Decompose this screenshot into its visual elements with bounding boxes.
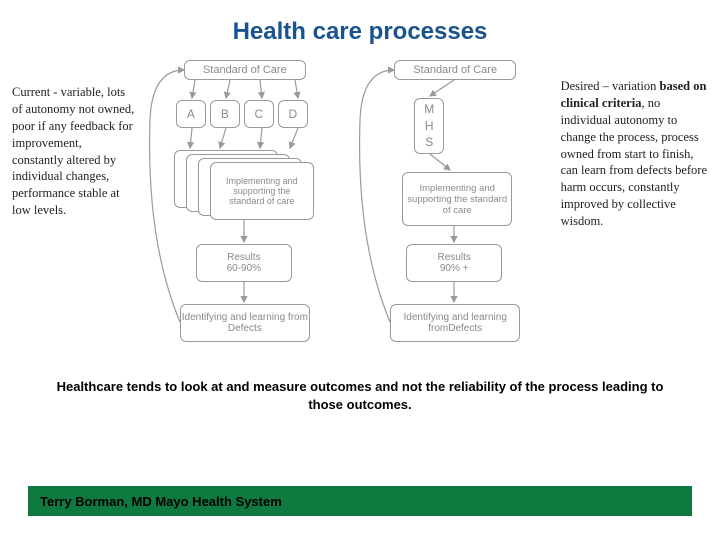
impl-card-4: Implementing and supporting the standard… — [210, 162, 314, 220]
right-description: Desired – variation based on clinical cr… — [561, 60, 708, 230]
results-label-r: Results — [438, 252, 471, 263]
box-d: D — [278, 100, 308, 128]
right-p2: , no individual autonomy to change the p… — [561, 96, 707, 228]
right-p1: Desired – variation — [561, 79, 660, 93]
results-label: Results — [227, 252, 260, 263]
results-value: 60-90% — [227, 263, 261, 274]
bottom-note: Healthcare tends to look at and measure … — [0, 360, 720, 413]
attribution-text: Terry Borman, MD Mayo Health System — [40, 494, 282, 509]
box-c: C — [244, 100, 274, 128]
diagram-current: Standard of Care A B C D In an In an Im … — [140, 60, 346, 360]
box-defects-right: Identifying and learning fromDefects — [390, 304, 520, 342]
abcd-row: A B C D — [176, 100, 308, 128]
impl-card-single: Implementing and supporting the standard… — [402, 172, 512, 226]
box-results-left: Results 60-90% — [196, 244, 292, 282]
page-title: Health care processes — [0, 0, 720, 46]
box-a: A — [176, 100, 206, 128]
box-results-right: Results 90% + — [406, 244, 502, 282]
main-row: Current - variable, lots of autonomy not… — [0, 46, 720, 360]
box-b: B — [210, 100, 240, 128]
box-defects-left: Identifying and learning from Defects — [180, 304, 310, 342]
mhs-m: M — [424, 101, 434, 118]
impl-stack: In an In an Im Implementing and supporti… — [174, 150, 310, 220]
box-mhs: M H S — [414, 98, 444, 154]
results-value-r: 90% + — [440, 263, 469, 274]
box-standard-of-care: Standard of Care — [184, 60, 306, 80]
box-standard-of-care-r: Standard of Care — [394, 60, 516, 80]
mhs-h: H — [425, 118, 434, 135]
mhs-s: S — [425, 134, 433, 151]
attribution-bar: Terry Borman, MD Mayo Health System — [28, 486, 692, 516]
left-description: Current - variable, lots of autonomy not… — [12, 60, 136, 219]
diagram-desired: Standard of Care M H S Implementing and … — [350, 60, 556, 360]
